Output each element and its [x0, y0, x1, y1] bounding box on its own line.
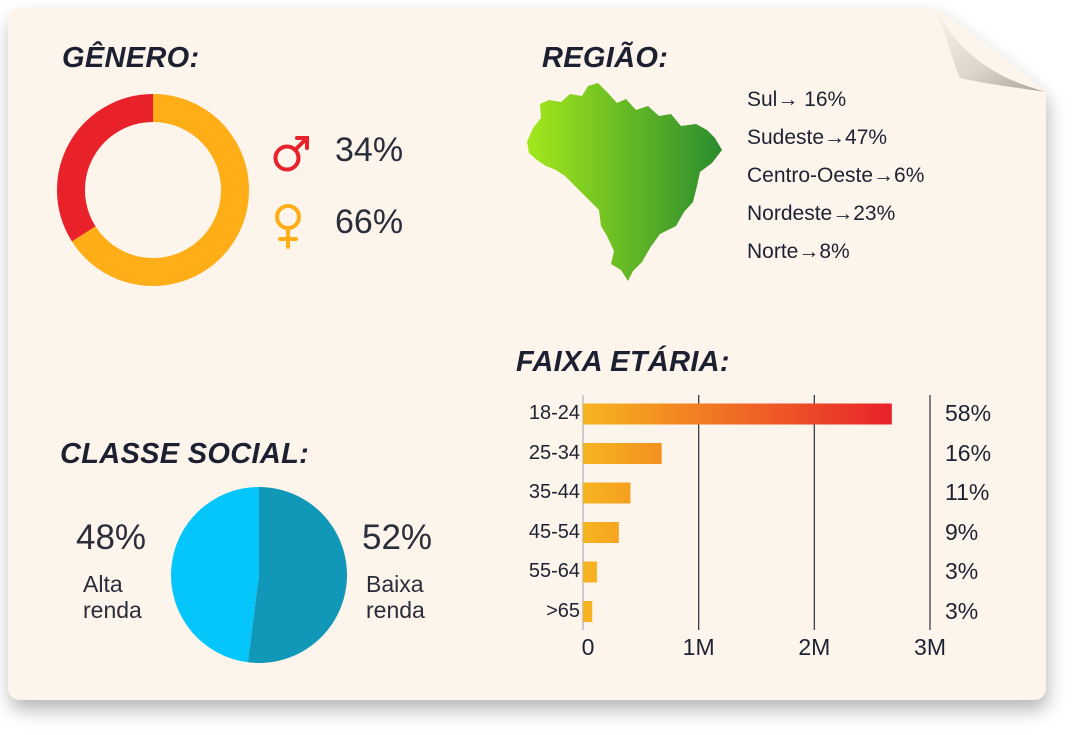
x-tick-label-2: 2M	[798, 634, 831, 660]
male-symbol-icon	[273, 136, 309, 172]
region-item-norte: Norte→8%	[747, 240, 850, 263]
social-alta-pct: 48%	[76, 518, 147, 557]
age-category-label: 55-64	[528, 560, 580, 582]
page-curl	[935, 8, 1046, 92]
age-title: FAIXA ETÁRIA:	[516, 346, 730, 378]
social-baixa-label-line2: renda	[366, 597, 425, 623]
age-pct-label: 11%	[945, 479, 990, 505]
region-title: REGIÃO:	[542, 42, 669, 74]
social-alta-label-line2: renda	[83, 597, 142, 623]
region-item-nordeste: Nordeste→23%	[747, 202, 896, 225]
bar-18-24	[583, 403, 892, 425]
bar-55-64	[583, 561, 597, 583]
social-alta-label: Alta renda	[68, 571, 168, 623]
age-pct-label: 16%	[945, 439, 992, 466]
donut-slice-male	[57, 94, 154, 242]
donut-slice-female	[71, 94, 249, 286]
age-category-label: >65	[546, 599, 580, 622]
age-category-label: 45-54	[528, 520, 580, 543]
social-baixa-label: Baixa renda	[352, 571, 452, 623]
age-pct-label: 3%	[945, 558, 979, 584]
x-tick-label-1: 1M	[682, 634, 715, 660]
region-item-sudeste: Sudeste→47%	[747, 126, 888, 149]
age-chart-bars	[583, 403, 892, 622]
female-symbol-icon	[275, 204, 301, 249]
gender-title: GÊNERO:	[62, 42, 200, 74]
bar->65	[583, 601, 593, 622]
x-tick-label-3: 3M	[914, 634, 946, 660]
social-pie	[170, 487, 347, 663]
age-category-label: 25-34	[528, 441, 580, 464]
age-chart-grid	[582, 395, 931, 630]
social-baixa-pct: 52%	[362, 518, 433, 557]
bar-35-44	[583, 482, 631, 504]
gender-male-pct: 34%	[335, 131, 404, 169]
x-tick-label-0: 0	[581, 634, 595, 660]
age-pct-label: 58%	[945, 400, 992, 426]
age-category-label: 35-44	[528, 481, 580, 503]
pie-slice-baixa-renda	[247, 487, 347, 663]
bar-25-34	[583, 443, 662, 464]
gender-female-pct: 66%	[335, 203, 404, 241]
age-category-label: 18-24	[528, 402, 580, 424]
age-pct-label: 9%	[945, 518, 979, 545]
region-item-centro-oeste: Centro-Oeste→6%	[747, 164, 925, 187]
social-title: CLASSE SOCIAL:	[60, 438, 310, 470]
social-alta-label-line1: Alta	[83, 571, 123, 597]
region-item-sul: Sul→ 16%	[747, 88, 847, 111]
social-baixa-label-line1: Baixa	[366, 571, 424, 597]
pie-slice-alta-renda	[170, 487, 259, 663]
bar-45-54	[583, 522, 619, 543]
gender-donut	[57, 94, 249, 286]
age-pct-label: 3%	[945, 597, 979, 624]
brazil-map-icon	[527, 83, 722, 281]
